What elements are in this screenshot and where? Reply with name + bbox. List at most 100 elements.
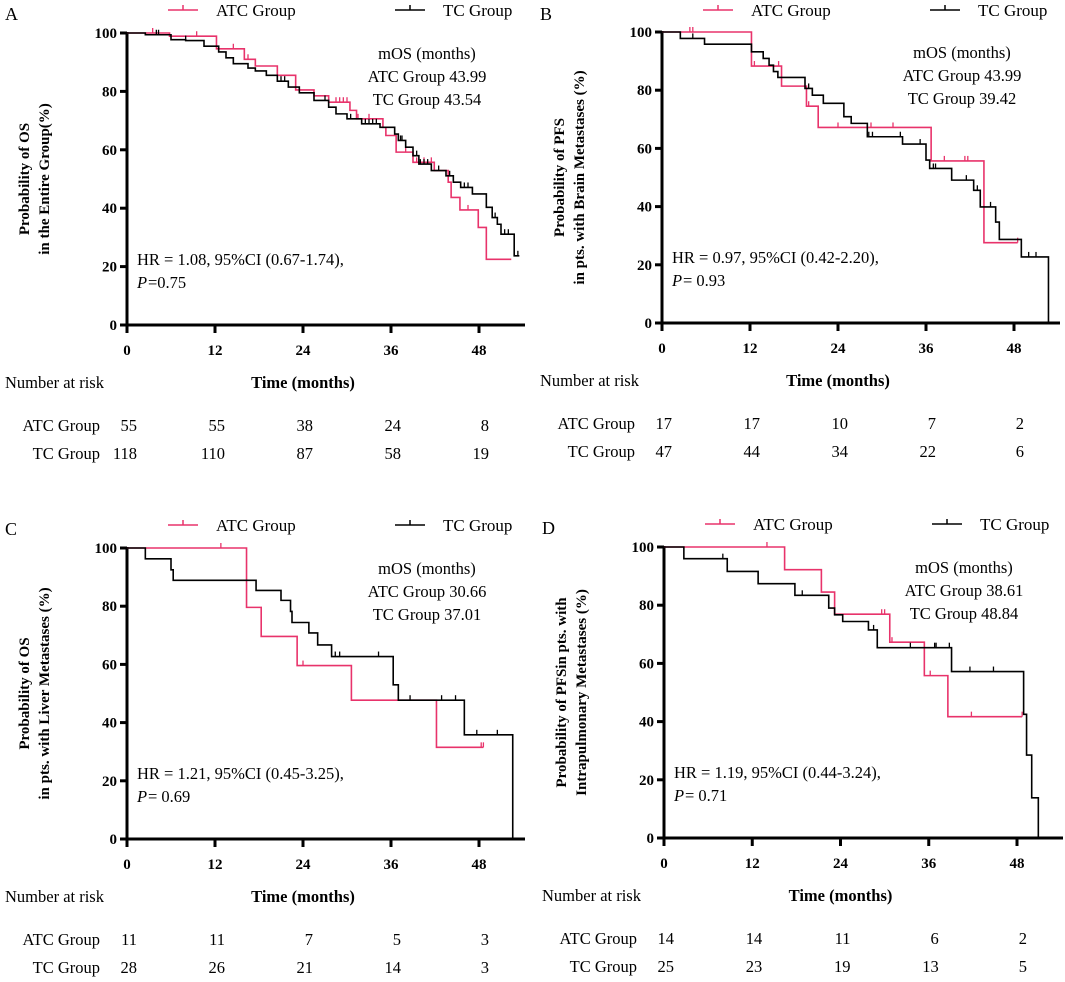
axes: 0 20 40 60 80 100 0 12 24 36 48 Probability of OS in… [17, 541, 525, 873]
risk-value-tc: 26 [209, 958, 226, 977]
x-tick-label: 36 [919, 341, 935, 357]
mos-title: mOS (months) [378, 44, 476, 63]
risk-value-atc: 8 [481, 416, 489, 435]
risk-value-atc: 17 [656, 414, 673, 433]
risk-value-atc: 6 [931, 929, 939, 948]
y-tick-label: 100 [632, 540, 655, 556]
risk-value-tc: 44 [744, 442, 761, 461]
risk-value-tc: 22 [920, 442, 937, 461]
risk-value-atc: 38 [297, 416, 314, 435]
x-tick-label: 48 [1010, 856, 1025, 872]
risk-value-atc: 2 [1016, 414, 1024, 433]
legend: ATC Group TC Group [703, 1, 1047, 20]
y-axis-title-line2: Intrapulmonary Metastases (%) [574, 589, 590, 796]
risk-value-tc: 87 [297, 444, 314, 463]
x-tick-label: 36 [384, 857, 400, 873]
y-tick-label: 80 [637, 83, 652, 99]
y-tick-label: 20 [639, 773, 654, 789]
x-tick-label: 0 [123, 343, 131, 359]
mos-annotation: mOS (months) ATC Group 43.99 TC Group 39.4… [903, 43, 1022, 108]
risk-value-atc: 14 [746, 929, 763, 948]
y-tick-label: 0 [110, 832, 118, 848]
x-tick-label: 0 [123, 857, 131, 873]
x-axis-title: Time (months) [786, 371, 890, 390]
y-tick-label: 80 [102, 599, 117, 615]
y-axis-title-line1: Probability of OS [17, 637, 33, 749]
mos-annotation: mOS (months) ATC Group 43.99 TC Group 43.5… [368, 44, 487, 109]
risk-value-atc: 55 [121, 416, 138, 435]
y-tick-label: 40 [102, 716, 117, 732]
x-tick-label: 24 [296, 857, 312, 873]
mos-title: mOS (months) [913, 43, 1011, 62]
risk-row-label-atc: ATC Group [23, 930, 100, 949]
number-at-risk-table: Number at risk Time (months) ATC Group TC G… [5, 887, 489, 977]
mos-tc: TC Group 37.01 [373, 605, 482, 624]
y-tick-label: 100 [95, 541, 118, 557]
risk-value-tc: 28 [121, 958, 138, 977]
y-axis-title-line1: Probability of PFSin pts. with [554, 597, 570, 788]
y-axis-title-line1: Probability of OS [17, 123, 33, 235]
risk-value-tc: 19 [834, 957, 851, 976]
hazard-ratio-text: HR = 1.21, 95%CI (0.45-3.25), [137, 764, 344, 783]
panel-label: A [5, 4, 18, 24]
p-value: =0.75 [148, 273, 186, 292]
risk-row-label-tc: TC Group [33, 444, 100, 463]
risk-value-tc: 21 [297, 958, 314, 977]
risk-value-atc: 5 [393, 930, 401, 949]
risk-row-label-atc: ATC Group [23, 416, 100, 435]
x-tick-label: 24 [833, 856, 849, 872]
risk-value-tc: 3 [481, 958, 489, 977]
hazard-ratio-text: HR = 0.97, 95%CI (0.42-2.20), [672, 248, 879, 267]
hazard-ratio-text: HR = 1.08, 95%CI (0.67-1.74), [137, 250, 344, 269]
x-tick-label: 12 [743, 341, 758, 357]
y-axis-title-line2: in pts. with Liver Metastases (%) [37, 587, 53, 799]
risk-value-atc: 14 [658, 929, 675, 948]
legend: ATC Group TC Group [168, 1, 512, 20]
risk-value-tc: 58 [385, 444, 402, 463]
risk-value-atc: 7 [928, 414, 936, 433]
risk-value-atc: 3 [481, 930, 489, 949]
risk-value-tc: 23 [746, 957, 763, 976]
x-tick-label: 48 [1007, 341, 1022, 357]
km-curve-atc [127, 547, 484, 749]
y-tick-label: 20 [102, 774, 117, 790]
legend-atc-label: ATC Group [751, 1, 831, 20]
x-axis-title: Time (months) [789, 886, 893, 905]
x-tick-label: 0 [658, 341, 666, 357]
y-tick-label: 40 [102, 201, 117, 217]
x-tick-label: 48 [472, 857, 487, 873]
risk-table-title: Number at risk [5, 887, 105, 906]
risk-table-title: Number at risk [540, 371, 640, 390]
risk-value-atc: 2 [1019, 929, 1027, 948]
legend: ATC Group TC Group [168, 516, 512, 535]
y-tick-label: 100 [630, 25, 653, 41]
risk-table-title: Number at risk [542, 886, 642, 905]
hazard-ratio-text: HR = 1.19, 95%CI (0.44-3.24), [674, 763, 881, 782]
risk-row-label-atc: ATC Group [560, 929, 637, 948]
y-tick-label: 20 [637, 258, 652, 274]
risk-value-tc: 5 [1019, 957, 1027, 976]
y-tick-label: 0 [645, 316, 653, 332]
x-tick-label: 36 [921, 856, 937, 872]
p-value: = 0.93 [683, 271, 725, 290]
risk-value-tc: 6 [1016, 442, 1024, 461]
mos-atc: ATC Group 38.61 [905, 581, 1024, 600]
x-tick-label: 24 [831, 341, 847, 357]
risk-value-tc: 13 [922, 957, 939, 976]
risk-value-tc: 118 [113, 444, 137, 463]
risk-value-atc: 7 [305, 930, 313, 949]
y-tick-label: 0 [110, 318, 118, 334]
y-tick-label: 20 [102, 260, 117, 276]
mos-atc: ATC Group 30.66 [368, 582, 487, 601]
y-tick-label: 40 [639, 715, 654, 731]
legend-atc-label: ATC Group [216, 516, 296, 535]
y-tick-label: 60 [102, 657, 117, 673]
panel-d: D ATC Group TC Group 0 20 40 60 80 100 0 12 24 36 48 P… [542, 515, 1063, 976]
y-tick-label: 80 [102, 84, 117, 100]
risk-value-atc: 11 [121, 930, 137, 949]
km-curve-tc [127, 547, 514, 839]
legend-tc-label: TC Group [443, 1, 512, 20]
risk-row-label-tc: TC Group [570, 957, 637, 976]
